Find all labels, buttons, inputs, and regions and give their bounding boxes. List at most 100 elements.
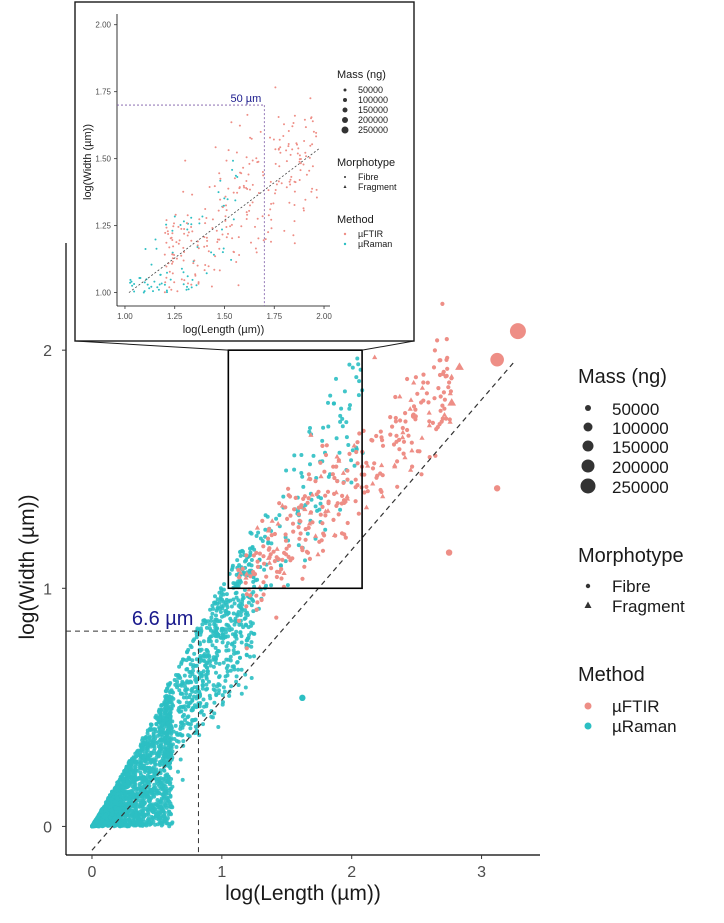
legend-uraman-label: µRaman <box>612 717 677 736</box>
inset-uraman-point <box>171 251 174 254</box>
uraman-point <box>220 597 225 602</box>
inset-uftir-point <box>299 162 302 165</box>
uraman-point <box>214 660 218 665</box>
uraman-point <box>133 768 138 773</box>
legend-mass-label-1: 50000 <box>612 400 659 419</box>
uraman-point <box>181 743 186 748</box>
inset-uftir-point <box>238 254 241 256</box>
inset-uraman-point <box>166 291 168 294</box>
uraman-point <box>296 543 301 548</box>
uraman-point <box>141 811 145 816</box>
inset-uftir-point <box>311 143 314 146</box>
inset-uftir-point <box>216 241 219 243</box>
uraman-point <box>180 681 185 686</box>
inset-uftir-point <box>165 226 168 229</box>
uraman-point <box>183 707 188 712</box>
inset-uraman-point <box>186 228 189 231</box>
inset-uftir-point <box>175 257 178 260</box>
uftir-point <box>436 386 441 391</box>
uftir-point <box>432 348 437 353</box>
inset-data-points <box>129 86 318 294</box>
uraman-point <box>243 559 247 564</box>
inset-uftir-point <box>238 124 241 127</box>
uraman-point <box>141 787 146 791</box>
inset-uftir-point <box>251 159 254 162</box>
uraman-point <box>204 654 209 659</box>
uraman-point <box>208 639 213 644</box>
uraman-point <box>167 710 172 714</box>
inset-uraman-point <box>156 286 159 289</box>
uftir-point <box>392 462 398 468</box>
inset-uftir-point <box>165 219 168 222</box>
uraman-point <box>354 375 359 380</box>
inset-uraman-point <box>158 283 161 286</box>
inset-uftir-point <box>171 232 174 235</box>
uraman-point <box>212 619 217 624</box>
uftir-point <box>431 365 437 370</box>
inset-uftir-point <box>246 213 249 216</box>
uraman-point <box>112 791 117 796</box>
uftir-point <box>442 406 447 411</box>
inset-uftir-point <box>236 191 239 194</box>
inset-uftir-point <box>285 186 288 189</box>
uraman-point <box>109 808 114 813</box>
inset-uftir-point <box>203 245 206 248</box>
uraman-point <box>320 438 325 443</box>
inset-y-tick-label: 1.75 <box>95 88 111 97</box>
uftir-point <box>320 521 325 526</box>
uraman-point <box>234 650 239 655</box>
uftir-point <box>314 492 319 497</box>
uraman-point <box>201 679 205 684</box>
uftir-point <box>325 508 331 513</box>
uraman-point <box>145 790 150 795</box>
uraman-point <box>161 726 166 731</box>
inset-legend-fragment-label: Fragment <box>358 182 397 192</box>
uraman-point <box>198 642 202 647</box>
main-x-axis-title: log(Length (µm)) <box>225 882 381 905</box>
inset-uraman-point <box>221 251 224 254</box>
inset-uftir-point <box>205 236 208 239</box>
inset-uftir-point <box>240 225 243 228</box>
uraman-point <box>331 401 336 406</box>
inset-uraman-point <box>195 284 198 287</box>
uftir-point <box>345 520 350 526</box>
uftir-point <box>427 455 432 460</box>
uraman-point <box>194 635 199 640</box>
inset-uftir-point <box>185 222 188 225</box>
inset-uftir-point <box>302 207 305 210</box>
legend-fibre-label: Fibre <box>612 577 651 596</box>
inset-uraman-point <box>210 251 213 254</box>
uftir-point <box>300 576 305 581</box>
legend-fragment-label: Fragment <box>612 597 685 616</box>
uftir-point <box>405 427 410 433</box>
uraman-point <box>160 748 164 753</box>
inset-uftir-point <box>298 160 301 163</box>
legend-method-title: Method <box>578 664 645 686</box>
uftir-point <box>262 561 267 566</box>
uraman-point <box>205 665 210 670</box>
uraman-point <box>250 621 255 626</box>
inset-uftir-point <box>213 268 216 271</box>
uftir-point <box>318 460 323 465</box>
inset-uftir-point <box>227 149 230 152</box>
uftir-point <box>243 575 249 580</box>
uftir-point <box>406 433 411 438</box>
uftir-point <box>325 489 331 494</box>
uraman-point <box>283 559 288 564</box>
inset-uftir-point <box>216 238 219 241</box>
inset-legend-method-title: Method <box>337 214 374 226</box>
uraman-point <box>170 820 175 825</box>
uraman-point <box>226 611 231 616</box>
inset-uftir-point <box>190 283 193 286</box>
uraman-point <box>201 669 206 674</box>
inset-uftir-point <box>274 86 277 89</box>
uftir-point <box>269 518 275 523</box>
inset-x-tick-label: 1.00 <box>117 312 133 321</box>
uraman-point <box>193 717 198 722</box>
inset-uftir-point <box>171 272 174 275</box>
uftir-point <box>378 429 383 434</box>
inset-uftir-point <box>277 180 280 183</box>
uraman-point <box>166 755 171 760</box>
uraman-point <box>145 728 150 733</box>
